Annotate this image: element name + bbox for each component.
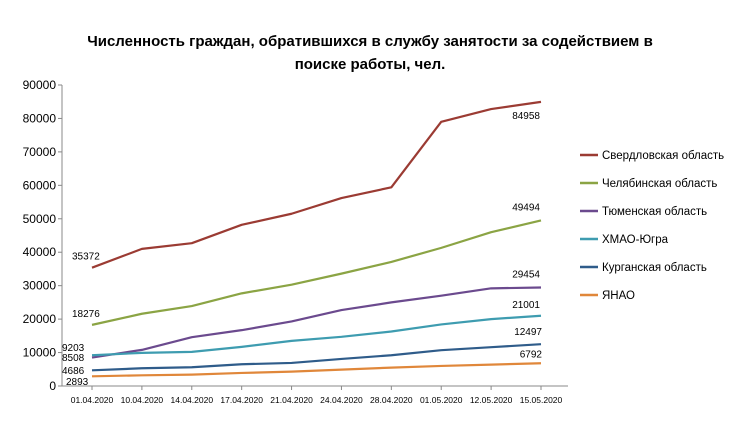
legend: Свердловская область Челябинская область Т… — [580, 150, 724, 302]
series-line-5 — [91, 343, 542, 372]
x-tick-label: 24.04.2020 — [320, 395, 363, 405]
last-value-label: 29454 — [512, 269, 540, 280]
legend-item-label: ЯНАО — [602, 290, 635, 302]
y-tick-label: 90000 — [23, 78, 57, 92]
last-value-label: 84958 — [512, 111, 540, 122]
y-tick-label: 70000 — [23, 145, 57, 159]
last-value-label: 49494 — [512, 202, 540, 213]
x-tick-label: 01.04.2020 — [71, 395, 114, 405]
first-value-label: 9203 — [62, 343, 85, 354]
y-tick-label: 10000 — [23, 346, 57, 360]
first-value-label: 4686 — [62, 366, 85, 377]
chart-title: Численность граждан, обратившихся в служ… — [87, 33, 653, 73]
axes: 0 10000 20000 30000 40000 50000 60000 70000 8000… — [23, 78, 568, 405]
data-labels: 35372 84958 18276 49494 8508 29454 9203 21001 46… — [62, 111, 542, 388]
x-tick-label: 15.05.2020 — [520, 395, 563, 405]
x-tick-label: 01.05.2020 — [420, 395, 463, 405]
y-tick-label: 50000 — [23, 212, 57, 226]
series-line-4 — [91, 314, 542, 357]
x-tick-label: 17.04.2020 — [220, 395, 263, 405]
series-group — [91, 100, 542, 378]
series-line-3 — [91, 286, 542, 359]
legend-item-label: Тюменская область — [602, 206, 707, 218]
y-tick-label: 0 — [49, 379, 56, 393]
legend-item-label: Курганская область — [602, 262, 707, 274]
x-tick-label: 28.04.2020 — [370, 395, 413, 405]
x-tick-label: 14.04.2020 — [171, 395, 214, 405]
y-tick-label: 30000 — [23, 279, 57, 293]
last-value-label: 21001 — [512, 300, 540, 311]
first-value-label: 35372 — [72, 252, 100, 263]
x-tick-label: 21.04.2020 — [270, 395, 313, 405]
y-tick-label: 80000 — [23, 111, 57, 125]
first-value-label: 18276 — [72, 309, 100, 320]
legend-item-label: Челябинская область — [602, 178, 717, 190]
x-tick-label: 10.04.2020 — [121, 395, 164, 405]
legend-item-label: Свердловская область — [602, 150, 724, 162]
last-value-label: 6792 — [520, 349, 543, 360]
legend-item-label: ХМАО-Югра — [602, 234, 669, 246]
first-value-label: 2893 — [66, 377, 89, 388]
y-tick-label: 40000 — [23, 245, 57, 259]
series-line-6 — [91, 362, 542, 378]
series-line-2 — [91, 219, 542, 326]
series-line-1 — [91, 100, 542, 269]
last-value-label: 12497 — [514, 327, 542, 338]
x-tick-label: 12.05.2020 — [470, 395, 513, 405]
y-tick-label: 20000 — [23, 312, 57, 326]
y-tick-label: 60000 — [23, 178, 57, 192]
first-value-label: 8508 — [62, 353, 85, 364]
